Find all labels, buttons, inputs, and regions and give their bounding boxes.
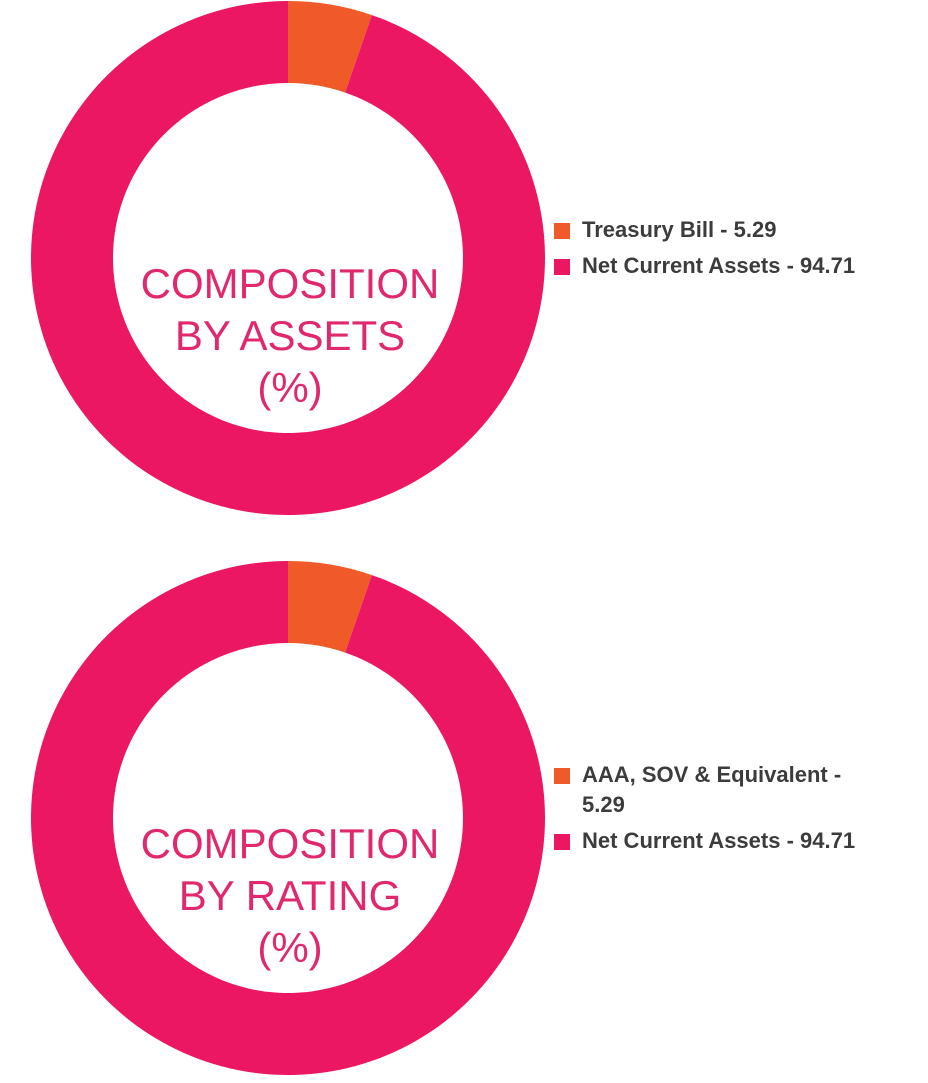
assets-chart-title: COMPOSITION BY ASSETS (%): [100, 258, 480, 414]
assets-title-line-3: (%): [257, 364, 323, 411]
rating-title-line-3: (%): [257, 924, 323, 971]
assets-title-line-1: COMPOSITION: [140, 260, 440, 307]
legend-label: Net Current Assets - 94.71: [582, 828, 856, 853]
legend-label: Treasury Bill - 5.29: [582, 217, 777, 242]
legend-item-aaa-sov-equivalent: AAA, SOV & Equivalent - 5.29: [554, 760, 884, 820]
legend-swatch-pink: [554, 834, 570, 850]
donut-slice-1: [30, 1, 545, 515]
rating-legend: AAA, SOV & Equivalent - 5.29 Net Current…: [554, 760, 884, 862]
rating-donut: [30, 561, 545, 1075]
assets-title-line-2: BY ASSETS: [174, 312, 406, 359]
composition-by-assets-chart: COMPOSITION BY ASSETS (%) Treasury Bill …: [0, 0, 928, 520]
assets-legend: Treasury Bill - 5.29 Net Current Assets …: [554, 215, 914, 287]
legend-label: AAA, SOV & Equivalent - 5.29: [582, 762, 842, 817]
legend-item-net-current-assets: Net Current Assets - 94.71: [554, 826, 884, 856]
donut-slice-0: [288, 561, 372, 653]
composition-by-rating-chart: COMPOSITION BY RATING (%) AAA, SOV & Equ…: [0, 560, 928, 1080]
legend-label: Net Current Assets - 94.71: [582, 253, 856, 278]
legend-item-net-current-assets: Net Current Assets - 94.71: [554, 251, 914, 281]
rating-chart-title: COMPOSITION BY RATING (%): [100, 818, 480, 974]
rating-title-line-2: BY RATING: [178, 872, 402, 919]
legend-swatch-orange: [554, 223, 570, 239]
rating-title-line-1: COMPOSITION: [140, 820, 440, 867]
assets-donut: [30, 1, 545, 515]
legend-swatch-orange: [554, 768, 570, 784]
legend-swatch-pink: [554, 259, 570, 275]
legend-item-treasury-bill: Treasury Bill - 5.29: [554, 215, 914, 245]
donut-slice-0: [288, 1, 372, 93]
donut-slice-1: [30, 561, 545, 1075]
